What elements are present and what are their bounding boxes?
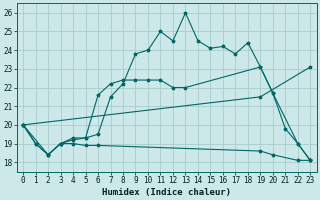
- X-axis label: Humidex (Indice chaleur): Humidex (Indice chaleur): [102, 188, 231, 197]
